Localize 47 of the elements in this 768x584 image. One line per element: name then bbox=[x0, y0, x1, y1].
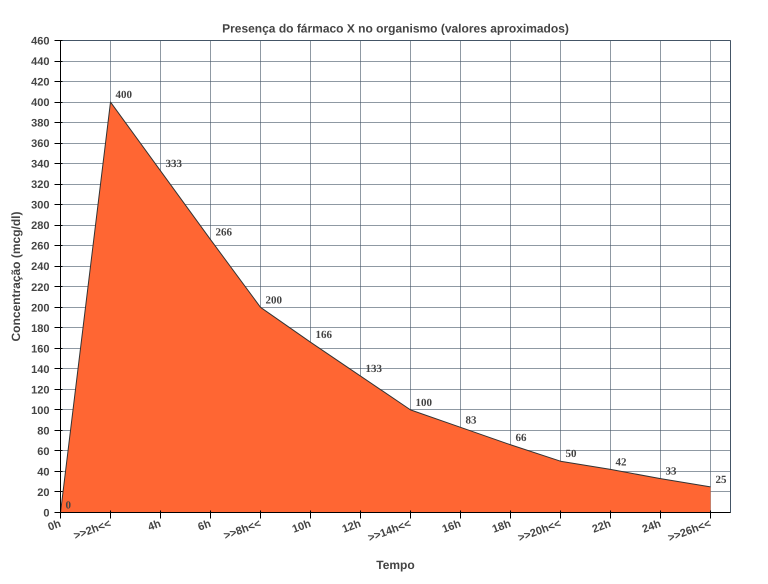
y-tick-label: 100 bbox=[31, 404, 50, 417]
y-tick-label: 440 bbox=[31, 56, 50, 68]
y-axis-title: Concentração (mcg/dl) bbox=[9, 211, 24, 342]
data-label: 200 bbox=[266, 294, 282, 306]
data-label: 400 bbox=[116, 89, 132, 102]
data-label: 25 bbox=[716, 474, 727, 486]
x-tick-label: 18h bbox=[490, 518, 513, 536]
x-tick-label: 24h bbox=[640, 518, 663, 536]
y-tick-label: 260 bbox=[31, 240, 50, 253]
y-tick-label: 0 bbox=[43, 508, 50, 520]
y-tick-label: 400 bbox=[31, 97, 50, 110]
x-tick-label: 4h bbox=[146, 518, 163, 534]
y-tick-label: 300 bbox=[31, 200, 50, 212]
x-tick-label: 16h bbox=[440, 518, 463, 536]
x-tick-label: 10h bbox=[290, 518, 313, 536]
y-tick-label: 420 bbox=[31, 76, 50, 89]
y-tick-label: 220 bbox=[31, 282, 50, 294]
data-label: 100 bbox=[416, 396, 432, 409]
y-tick-label: 140 bbox=[31, 364, 50, 376]
y-tick-label: 180 bbox=[31, 322, 50, 335]
y-tick-label: 200 bbox=[31, 302, 50, 314]
y-tick-label: 40 bbox=[37, 466, 50, 478]
y-tick-label: 120 bbox=[31, 384, 50, 396]
x-tick-label: 0h bbox=[46, 518, 63, 534]
x-axis-title: Tempo bbox=[376, 558, 415, 572]
y-tick-label: 320 bbox=[31, 179, 50, 192]
data-label: 266 bbox=[216, 226, 232, 239]
y-tick-label: 80 bbox=[37, 425, 50, 438]
x-tick-label: 22h bbox=[590, 518, 613, 536]
y-tick-label: 460 bbox=[31, 36, 50, 48]
data-label: 166 bbox=[316, 329, 332, 342]
y-tick-label: 280 bbox=[31, 220, 50, 232]
x-tick-label: 12h bbox=[340, 518, 363, 536]
y-tick-label: 380 bbox=[31, 118, 50, 130]
data-label: 83 bbox=[466, 414, 477, 426]
y-tick-label: 240 bbox=[31, 261, 50, 274]
y-tick-label: 60 bbox=[37, 446, 50, 458]
data-label: 42 bbox=[616, 456, 627, 468]
data-label: 0 bbox=[66, 500, 72, 512]
y-tick-label: 20 bbox=[37, 486, 50, 499]
y-tick-label: 160 bbox=[31, 343, 50, 356]
chart-title: Presença do fármaco X no organismo (valores aproximados) bbox=[222, 22, 569, 36]
y-tick-label: 340 bbox=[31, 158, 50, 171]
y-tick-label: 360 bbox=[31, 138, 50, 150]
data-label: 50 bbox=[566, 448, 577, 460]
x-tick-label: 6h bbox=[196, 518, 213, 534]
data-label: 66 bbox=[516, 432, 527, 444]
